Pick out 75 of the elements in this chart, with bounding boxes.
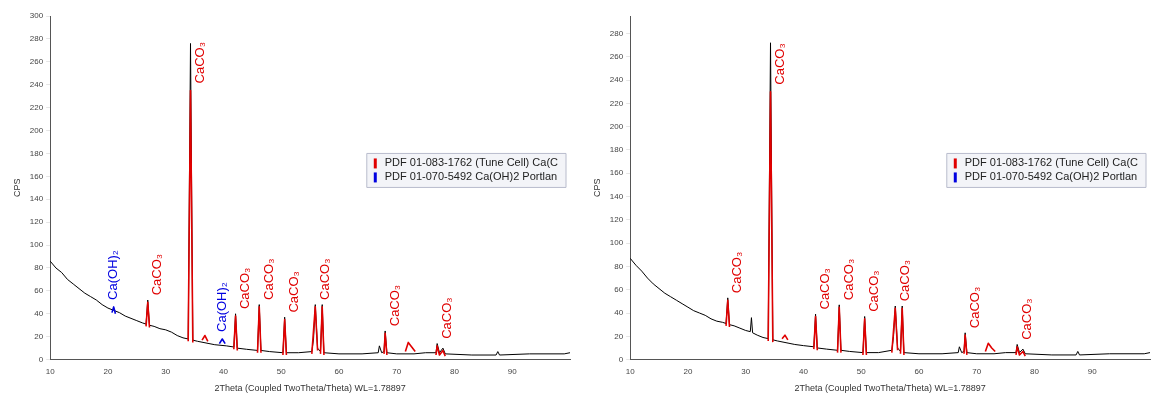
x-tick-label: 70 [392, 366, 402, 376]
x-tick-label: 70 [972, 366, 982, 376]
annotation: CaCO₃ [149, 253, 165, 296]
y-tick-label: 300 [29, 11, 44, 21]
y-tick-label: 160 [29, 171, 44, 181]
x-axis-title: 2Theta (Coupled TwoTheta/Theta) WL=1.78897 [214, 383, 406, 394]
annotation: CaCO₃ [386, 284, 402, 327]
y-tick-label: 100 [29, 240, 44, 250]
x-tick-label: 30 [741, 366, 751, 376]
annotation: CaCO₃ [772, 43, 788, 85]
y-tick-label: 200 [609, 121, 624, 131]
y-tick-label: 140 [29, 194, 44, 204]
annotation: CaCO₃ [192, 42, 208, 84]
annotation: CaCO₃ [729, 251, 745, 294]
annotation: CaCO₃ [438, 297, 454, 339]
x-tick-label: 60 [914, 366, 924, 376]
x-tick-label: 40 [218, 366, 229, 376]
x-tick-label: 90 [507, 366, 518, 376]
x-tick-label: 10 [625, 366, 636, 376]
annotation: CaCO₃ [260, 258, 276, 300]
y-tick-label: 220 [609, 98, 624, 108]
y-tick-label: 0 [618, 354, 624, 364]
y-axis-title: CPS [11, 178, 22, 198]
x-tick-label: 20 [103, 366, 113, 376]
x-tick-label: 20 [683, 366, 693, 376]
y-tick-label: 160 [609, 168, 624, 178]
annotation: CaCO₃ [840, 258, 856, 301]
y-tick-label: 20 [614, 331, 624, 341]
annotation: CaCO₃ [896, 259, 912, 302]
annotation: CaCO₃ [866, 270, 882, 312]
y-tick-label: 240 [609, 75, 624, 85]
annotation: CaCO₃ [966, 286, 982, 329]
x-tick-label: 90 [1087, 366, 1098, 376]
legend-label: PDF 01-083-1762 (Tune Cell) Ca(C [384, 156, 559, 169]
y-tick-label: 80 [614, 261, 624, 271]
legend-label: PDF 01-083-1762 (Tune Cell) Ca(C [964, 156, 1139, 169]
x-tick-label: 40 [798, 366, 809, 376]
y-tick-label: 260 [609, 51, 624, 61]
y-tick-label: 280 [29, 34, 44, 44]
annotation: CaCO₃ [817, 268, 833, 310]
y-tick-label: 60 [34, 286, 44, 296]
y-tick-label: 180 [29, 148, 44, 158]
y-tick-label: 280 [609, 28, 624, 38]
y-tick-label: 140 [609, 191, 624, 201]
y-tick-label: 200 [29, 125, 44, 135]
y-axis-title: CPS [591, 178, 602, 198]
annotation: CaCO₃ [286, 271, 302, 313]
annotation: Ca(OH)₂ [105, 250, 121, 300]
y-tick-label: 100 [609, 238, 624, 248]
y-tick-label: 260 [29, 57, 44, 67]
x-tick-label: 80 [1030, 366, 1040, 376]
y-tick-label: 20 [34, 331, 44, 341]
x-tick-label: 30 [161, 366, 171, 376]
x-tick-label: 10 [45, 366, 56, 376]
x-tick-label: 50 [276, 366, 287, 376]
y-tick-label: 0 [38, 354, 44, 364]
annotation: CaCO₃ [316, 258, 332, 300]
x-tick-label: 50 [856, 366, 867, 376]
x-axis-title: 2Theta (Coupled TwoTheta/Theta) WL=1.78897 [794, 383, 986, 394]
y-tick-label: 60 [614, 284, 624, 294]
annotation: CaCO₃ [1018, 298, 1034, 340]
x-tick-label: 80 [450, 366, 460, 376]
y-tick-label: 220 [29, 102, 44, 112]
y-tick-label: 40 [614, 308, 624, 318]
x-tick-label: 60 [334, 366, 344, 376]
y-tick-label: 120 [609, 215, 624, 225]
annotation: CaCO₃ [237, 267, 253, 310]
y-tick-label: 180 [609, 145, 624, 155]
annotation: Ca(OH)₂ [213, 282, 229, 332]
y-tick-label: 240 [29, 79, 44, 89]
legend-label: PDF 01-070-5492 Ca(OH)2 Portlan [964, 170, 1138, 183]
y-tick-label: 120 [29, 217, 44, 227]
legend-label: PDF 01-070-5492 Ca(OH)2 Portlan [384, 170, 558, 183]
y-tick-label: 80 [34, 263, 44, 273]
y-tick-label: 40 [34, 308, 44, 318]
